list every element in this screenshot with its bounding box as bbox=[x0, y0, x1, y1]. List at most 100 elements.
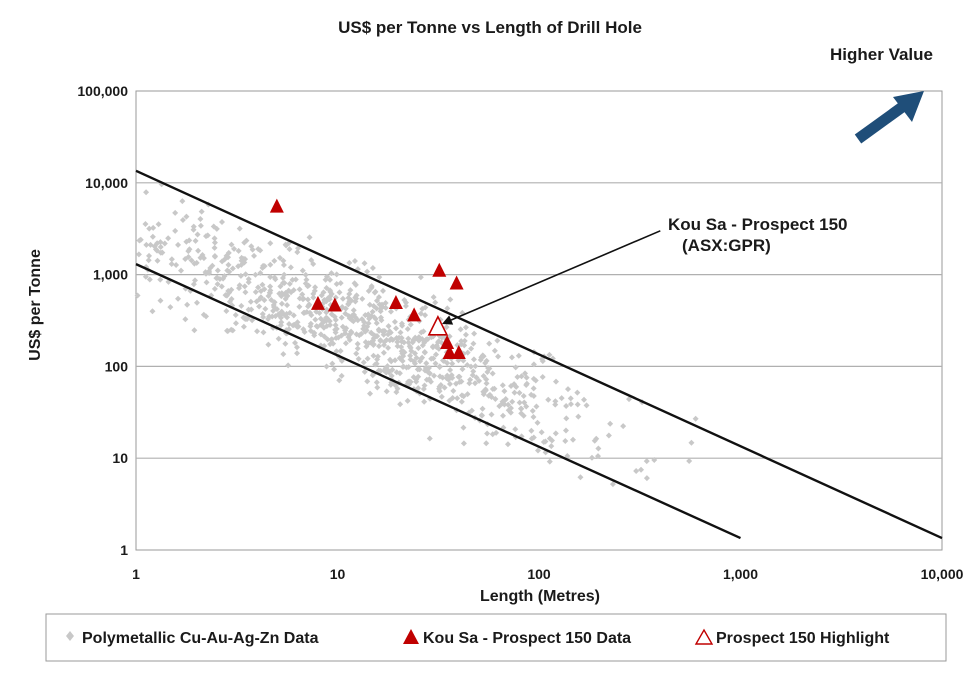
polymetallic-point bbox=[204, 232, 211, 239]
polymetallic-point bbox=[482, 387, 489, 394]
polymetallic-point bbox=[486, 391, 493, 398]
polymetallic-point bbox=[426, 435, 433, 442]
polymetallic-point bbox=[247, 298, 254, 305]
polymetallic-point bbox=[157, 244, 164, 251]
polymetallic-point bbox=[375, 343, 382, 350]
legend: Polymetallic Cu-Au-Ag-Zn Data Kou Sa - P… bbox=[45, 613, 947, 662]
polymetallic-point bbox=[294, 344, 301, 351]
polymetallic-point bbox=[159, 249, 166, 256]
polymetallic-point bbox=[134, 292, 141, 299]
polymetallic-point bbox=[458, 338, 465, 345]
polymetallic-point bbox=[426, 376, 433, 383]
polymetallic-point bbox=[150, 224, 157, 231]
polymetallic-point bbox=[567, 401, 574, 408]
polymetallic-point bbox=[418, 329, 425, 336]
x-axis-label: Length (Metres) bbox=[480, 588, 600, 605]
polymetallic-point bbox=[345, 334, 352, 341]
polymetallic-point bbox=[496, 403, 503, 410]
annotation: Kou Sa - Prospect 150 (ASX:GPR) bbox=[441, 215, 848, 325]
polymetallic-series bbox=[134, 181, 699, 488]
polymetallic-point bbox=[470, 340, 477, 347]
polymetallic-point bbox=[398, 338, 405, 345]
polymetallic-point bbox=[351, 258, 358, 265]
polymetallic-point bbox=[203, 279, 210, 286]
polymetallic-point bbox=[369, 308, 376, 315]
polymetallic-point bbox=[491, 347, 498, 354]
polymetallic-point bbox=[548, 443, 555, 450]
highlight-point bbox=[427, 315, 449, 336]
polymetallic-point bbox=[520, 393, 527, 400]
polymetallic-point bbox=[456, 373, 463, 380]
legend-box bbox=[45, 613, 947, 662]
polymetallic-point bbox=[433, 351, 440, 358]
polymetallic-point bbox=[482, 359, 489, 366]
polymetallic-point bbox=[310, 294, 317, 301]
polymetallic-point bbox=[407, 321, 414, 328]
y-tick-label: 10,000 bbox=[85, 175, 128, 191]
polymetallic-point bbox=[382, 300, 389, 307]
legend-entry-polymetallic: Polymetallic Cu-Au-Ag-Zn Data bbox=[82, 630, 319, 647]
polymetallic-point bbox=[458, 392, 465, 399]
polymetallic-point bbox=[471, 330, 478, 337]
polymetallic-point bbox=[197, 215, 204, 222]
polymetallic-point bbox=[499, 412, 506, 419]
polymetallic-point bbox=[332, 326, 339, 333]
polymetallic-point bbox=[307, 327, 314, 334]
polymetallic-point bbox=[516, 399, 523, 406]
polymetallic-point bbox=[458, 341, 465, 348]
polymetallic-point bbox=[286, 320, 293, 327]
higher-value-arrow-shaft bbox=[854, 100, 909, 144]
polymetallic-point bbox=[429, 344, 436, 351]
polymetallic-point bbox=[307, 323, 314, 330]
polymetallic-point bbox=[354, 317, 361, 324]
polymetallic-point bbox=[530, 375, 537, 382]
polymetallic-point bbox=[651, 457, 658, 464]
polymetallic-point bbox=[563, 403, 570, 410]
polymetallic-point bbox=[447, 374, 454, 381]
polymetallic-point bbox=[339, 323, 346, 330]
polymetallic-point bbox=[508, 354, 515, 361]
polymetallic-point bbox=[486, 340, 493, 347]
polymetallic-point bbox=[459, 366, 466, 373]
polymetallic-point bbox=[262, 305, 269, 312]
polymetallic-point bbox=[430, 355, 437, 362]
polymetallic-point bbox=[167, 304, 174, 311]
polymetallic-point bbox=[423, 365, 430, 372]
polymetallic-point bbox=[523, 403, 530, 410]
polymetallic-point bbox=[512, 426, 519, 433]
polymetallic-point bbox=[548, 437, 555, 444]
polymetallic-point bbox=[345, 294, 352, 301]
polymetallic-point bbox=[433, 344, 440, 351]
polymetallic-point bbox=[146, 252, 153, 259]
polymetallic-point bbox=[369, 265, 376, 272]
polymetallic-point bbox=[299, 267, 306, 274]
polymetallic-point bbox=[439, 374, 446, 381]
legend-open-triangle-marker bbox=[694, 628, 714, 645]
polymetallic-point bbox=[225, 261, 232, 268]
polymetallic-point bbox=[287, 264, 294, 271]
polymetallic-point bbox=[260, 329, 267, 336]
polymetallic-point bbox=[149, 233, 156, 240]
y-tick-label: 1 bbox=[120, 542, 128, 558]
polymetallic-point bbox=[393, 369, 400, 376]
polymetallic-point bbox=[312, 284, 319, 291]
polymetallic-point bbox=[249, 246, 256, 253]
polymetallic-point bbox=[534, 447, 541, 454]
polymetallic-point bbox=[399, 363, 406, 370]
polymetallic-point bbox=[370, 341, 377, 348]
polymetallic-point bbox=[235, 263, 242, 270]
polymetallic-point bbox=[186, 237, 193, 244]
polymetallic-point bbox=[296, 303, 303, 310]
polymetallic-point bbox=[605, 432, 612, 439]
polymetallic-point bbox=[365, 311, 372, 318]
legend-diamond-marker bbox=[66, 631, 74, 641]
polymetallic-point bbox=[258, 288, 265, 295]
polymetallic-point bbox=[240, 323, 247, 330]
polymetallic-point bbox=[223, 252, 230, 259]
plot-area bbox=[135, 90, 943, 551]
polymetallic-point bbox=[143, 241, 150, 248]
polymetallic-point bbox=[168, 261, 175, 268]
polymetallic-point bbox=[326, 287, 333, 294]
polymetallic-point bbox=[354, 340, 361, 347]
